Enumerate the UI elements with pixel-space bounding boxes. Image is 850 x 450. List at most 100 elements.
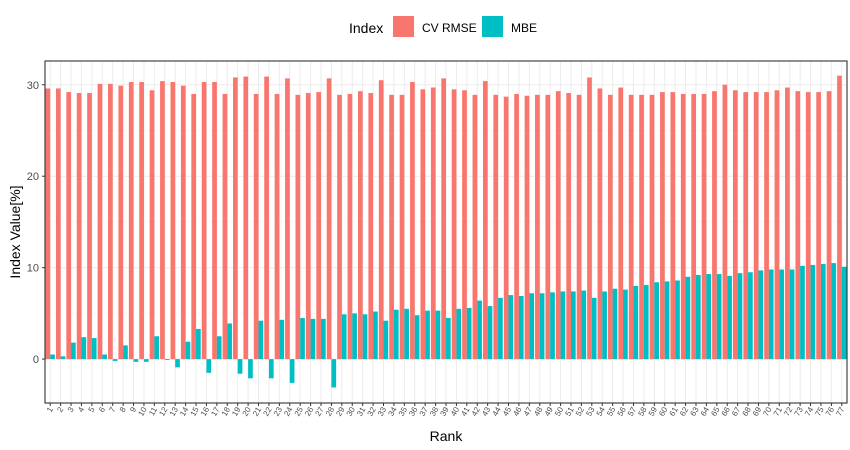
bar-cv-rmse-59 [649, 94, 655, 360]
bar-cv-rmse-72 [785, 87, 790, 360]
bar-cv-rmse-30 [347, 93, 353, 360]
y-tick-label: 20 [27, 171, 39, 183]
bar-cv-rmse-23 [274, 93, 280, 360]
bar-mbe-9 [133, 359, 139, 362]
bar-mbe-22 [268, 359, 274, 379]
x-tick-label: 3 [66, 405, 76, 414]
bar-cv-rmse-63 [691, 93, 696, 360]
bar-mbe-26 [310, 318, 316, 360]
bar-cv-rmse-34 [389, 94, 394, 360]
bar-mbe-69 [758, 270, 764, 360]
bar-mbe-5 [91, 338, 97, 360]
bar-mbe-8 [123, 345, 128, 360]
bar-cv-rmse-43 [482, 81, 488, 360]
bar-cv-rmse-65 [712, 91, 717, 360]
bar-cv-rmse-68 [743, 92, 749, 360]
bar-cv-rmse-55 [607, 94, 613, 360]
bar-mbe-34 [393, 309, 399, 360]
bar-cv-rmse-66 [722, 84, 728, 360]
bar-mbe-66 [727, 275, 732, 360]
bar-mbe-43 [487, 306, 493, 360]
bar-mbe-57 [633, 285, 639, 360]
bar-cv-rmse-73 [795, 91, 801, 360]
legend-title: Index [349, 20, 383, 36]
bar-mbe-2 [60, 356, 66, 360]
bar-mbe-56 [623, 289, 628, 360]
legend-key-cv-rmse [393, 16, 414, 37]
bar-mbe-18 [227, 323, 232, 360]
x-tick-label: 2 [55, 405, 65, 414]
y-axis: 0 10 20 30 [27, 80, 45, 366]
bar-mbe-49 [550, 292, 555, 360]
bar-mbe-17 [216, 336, 222, 360]
bar-mbe-67 [737, 273, 743, 360]
bar-cv-rmse-17 [212, 82, 217, 360]
bar-mbe-62 [685, 276, 691, 360]
bar-cv-rmse-52 [576, 94, 582, 360]
bar-cv-rmse-18 [222, 93, 228, 360]
x-tick-label: 5 [87, 405, 97, 414]
bar-mbe-39 [446, 317, 451, 360]
bar-cv-rmse-38 [430, 87, 436, 360]
bar-cv-rmse-40 [451, 89, 457, 360]
bar-cv-rmse-74 [805, 92, 811, 360]
bar-cv-rmse-7 [108, 83, 113, 360]
bar-cv-rmse-14 [180, 85, 186, 360]
bar-mbe-76 [831, 263, 837, 360]
bar-mbe-31 [362, 314, 368, 360]
bar-cv-rmse-75 [816, 92, 821, 360]
bar-cv-rmse-8 [118, 85, 124, 360]
bar-mbe-61 [675, 280, 680, 360]
bar-mbe-3 [71, 342, 76, 360]
bar-mbe-51 [570, 291, 576, 360]
y-axis-title: Index Value[%] [7, 185, 23, 278]
bar-cv-rmse-6 [97, 83, 103, 360]
bars [45, 75, 847, 388]
bar-cv-rmse-69 [753, 92, 759, 360]
x-tick-label: 9 [128, 405, 138, 414]
bar-mbe-75 [820, 264, 826, 360]
bar-mbe-45 [508, 295, 514, 360]
bar-cv-rmse-31 [357, 91, 363, 360]
y-tick-label: 10 [27, 263, 39, 275]
bar-mbe-58 [643, 285, 649, 360]
bar-cv-rmse-24 [285, 78, 290, 360]
bar-cv-rmse-46 [514, 93, 519, 360]
bar-cv-rmse-9 [128, 82, 134, 360]
bar-cv-rmse-36 [410, 82, 415, 360]
bar-cv-rmse-41 [462, 90, 467, 360]
bar-mbe-70 [768, 269, 774, 360]
bar-cv-rmse-48 [535, 94, 540, 360]
bar-mbe-73 [800, 265, 805, 360]
bar-cv-rmse-21 [253, 93, 259, 360]
x-axis-title: Rank [430, 428, 464, 444]
bar-mbe-11 [154, 336, 160, 360]
bar-cv-rmse-49 [545, 94, 551, 360]
bar-cv-rmse-1 [45, 88, 51, 360]
legend-key-mbe [482, 16, 503, 37]
y-tick-label: 30 [27, 80, 39, 92]
bar-mbe-41 [466, 307, 472, 360]
bar-cv-rmse-50 [555, 91, 561, 360]
bar-mbe-29 [341, 314, 347, 360]
bar-mbe-6 [102, 354, 107, 360]
x-tick-label: 4 [76, 405, 86, 414]
bar-cv-rmse-44 [493, 94, 499, 360]
bar-mbe-46 [518, 296, 524, 360]
bar-cv-rmse-16 [201, 82, 207, 360]
bar-cv-rmse-12 [160, 81, 165, 360]
bar-mbe-35 [404, 308, 410, 360]
bar-mbe-4 [81, 337, 87, 360]
bar-mbe-38 [435, 310, 441, 360]
bar-mbe-32 [373, 311, 378, 360]
bar-cv-rmse-42 [472, 94, 478, 360]
bar-mbe-53 [591, 297, 597, 360]
bar-cv-rmse-58 [639, 94, 644, 360]
bar-cv-rmse-47 [524, 95, 530, 360]
x-tick-label: 7 [107, 405, 117, 414]
bar-cv-rmse-61 [670, 92, 676, 360]
bar-cv-rmse-26 [305, 93, 311, 360]
y-tick-label: 0 [33, 354, 39, 366]
bar-cv-rmse-56 [618, 87, 624, 360]
